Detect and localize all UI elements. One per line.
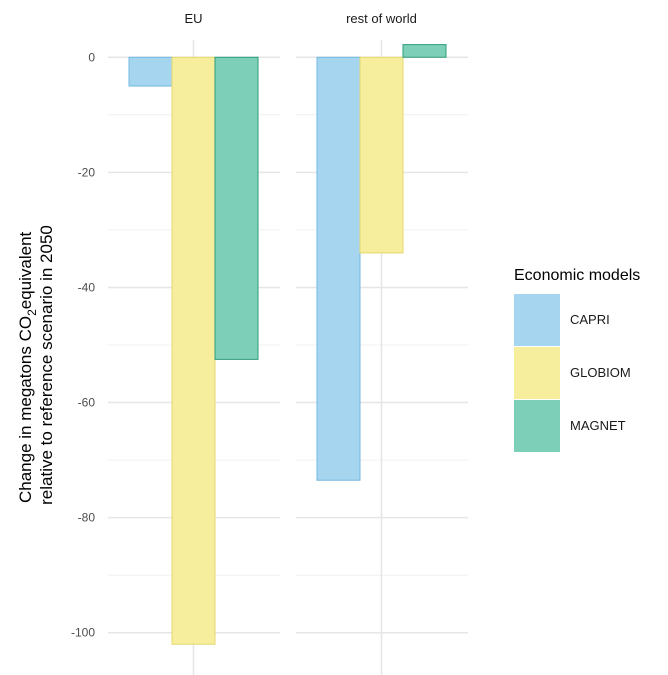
- bar-globiom: [359, 56, 404, 254]
- y-axis-label-subscript: 2: [25, 309, 39, 316]
- bar-magnet: [402, 44, 447, 58]
- y-tick-label: -100: [71, 626, 95, 640]
- bar-capri: [316, 56, 361, 481]
- legend-key-globiom: [514, 347, 560, 399]
- facet-label: rest of world: [346, 11, 417, 26]
- y-tick-label: -60: [78, 396, 96, 410]
- facet-panel: rest of world: [296, 11, 468, 675]
- bar-capri: [128, 56, 173, 87]
- legend-key-magnet: [514, 400, 560, 452]
- y-axis: 0 -20 -40 -60 -80 -100: [71, 50, 95, 639]
- y-axis-label-line2: relative to reference scenario in 2050: [37, 225, 56, 505]
- facet-panel: EU: [108, 11, 280, 675]
- legend: Economic models CAPRI GLOBIOM MAGNET: [514, 267, 640, 452]
- y-axis-label: Change in megatons CO2equivalent relativ…: [16, 225, 56, 505]
- y-axis-label-line1: Change in megatons CO2equivalent: [16, 231, 39, 503]
- panels: EU rest of world: [108, 11, 468, 675]
- facet-label: EU: [184, 11, 202, 26]
- bar-globiom: [171, 56, 216, 645]
- y-tick-label: -20: [78, 165, 96, 179]
- y-tick-label: -80: [78, 511, 96, 525]
- legend-label-capri: CAPRI: [570, 312, 610, 327]
- y-tick-label: -40: [78, 280, 96, 294]
- bar-magnet: [214, 56, 259, 360]
- legend-label-magnet: MAGNET: [570, 418, 626, 433]
- legend-label-globiom: GLOBIOM: [570, 365, 631, 380]
- legend-key-capri: [514, 294, 560, 346]
- legend-title: Economic models: [514, 267, 640, 284]
- y-tick-label: 0: [88, 50, 95, 64]
